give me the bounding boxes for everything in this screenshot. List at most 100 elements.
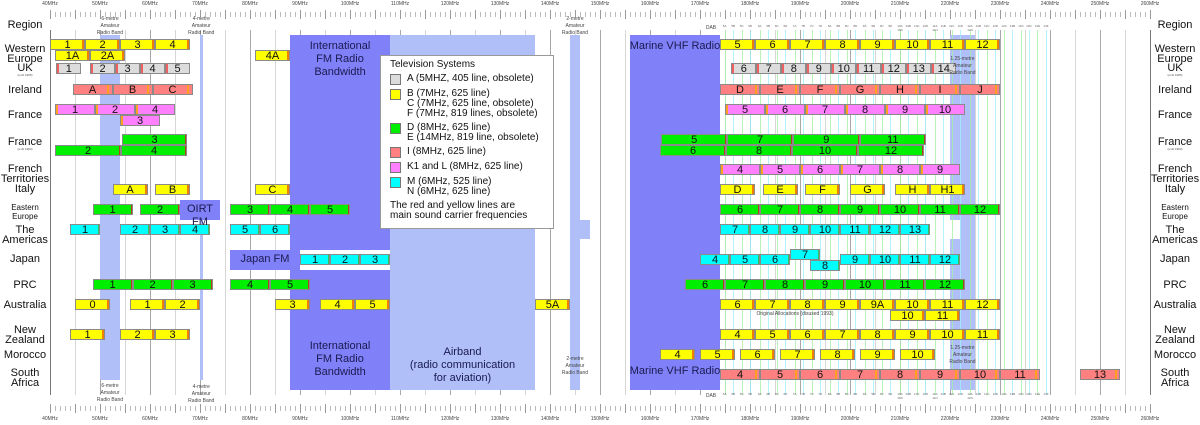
channel-band: 6 — [260, 224, 290, 236]
ruler-tick — [130, 406, 131, 411]
dab-channel-label: 5B — [731, 392, 736, 396]
ruler-tick — [90, 12, 91, 17]
frequency-tick-label: 160MHz — [640, 416, 660, 422]
ruler-tick — [535, 12, 536, 17]
marine-vhf-label: Marine VHF Radio — [629, 40, 721, 52]
amateur-band-label: 2-metre Amateur Radio Band — [561, 356, 589, 376]
ruler-tick — [1020, 12, 1021, 17]
ruler-tick — [875, 10, 876, 19]
frequency-tick-label: 210MHz — [890, 416, 910, 422]
ruler-tick — [105, 406, 106, 411]
ruler-tick — [895, 12, 896, 17]
ruler-tick — [880, 406, 881, 411]
ruler-tick — [325, 10, 326, 19]
region-note: (until 1984) — [1167, 147, 1183, 151]
channel-band: 3 — [115, 63, 140, 75]
ruler-tick — [320, 406, 321, 411]
channel-band: 5 — [760, 369, 800, 381]
ruler-tick — [765, 12, 766, 17]
ruler-tick — [650, 404, 651, 413]
ruler-tick — [995, 12, 996, 17]
region-name: French Territories — [1150, 163, 1200, 185]
ruler-tick — [180, 406, 181, 411]
ruler-tick — [650, 10, 651, 19]
channel-band: 8 — [845, 104, 885, 116]
channel-band: 8 — [800, 204, 840, 216]
legend-swatch — [390, 74, 401, 85]
legend-title: Television Systems — [390, 59, 476, 70]
original-allocations-note: Original Allocations (disused 1993) — [756, 311, 834, 317]
ruler-tick — [475, 10, 476, 19]
channel-band: 2 — [95, 104, 135, 116]
ruler-tick — [250, 404, 251, 413]
channel-band: 12 — [870, 224, 900, 236]
ruler-tick — [380, 406, 381, 411]
ruler-tick — [450, 10, 451, 19]
ruler-tick — [210, 406, 211, 411]
dab-channel-line — [1037, 30, 1039, 395]
ruler-tick — [415, 406, 416, 411]
ruler-tick — [395, 406, 396, 411]
ruler-tick — [910, 406, 911, 411]
americas-notch — [950, 220, 960, 239]
channel-band: J — [960, 84, 1000, 96]
ruler-tick — [485, 12, 486, 17]
ruler-tick — [1110, 406, 1111, 411]
channel-band: 5 — [310, 204, 350, 216]
ruler-tick — [150, 404, 151, 413]
frequency-tick-label: 60MHz — [142, 416, 158, 422]
ruler-tick — [460, 406, 461, 411]
ruler-tick — [400, 10, 401, 19]
frequency-tick-label: 140MHz — [540, 1, 560, 7]
channel-band: 1 — [70, 329, 105, 341]
channel-band: 11 — [965, 329, 1000, 341]
legend-item-text: B (7MHz, 625 line) C (7MHz, 625 line, ob… — [407, 88, 538, 119]
legend-swatch — [390, 123, 401, 134]
region-name: UK — [17, 62, 33, 74]
ruler-tick — [680, 12, 681, 17]
ruler-tick — [755, 12, 756, 17]
channel-band: 7 — [755, 299, 790, 311]
ruler-tick — [240, 12, 241, 17]
ruler-tick — [360, 12, 361, 17]
ruler-tick — [255, 406, 256, 411]
oirt-label: OIRT FM — [186, 203, 214, 228]
ruler-tick — [455, 406, 456, 411]
channel-band: 5 — [230, 224, 260, 236]
channel-band: 6 — [740, 349, 775, 361]
channel-band: 7 — [805, 104, 845, 116]
dab-channel-label: 11D — [957, 24, 963, 28]
allocation-marine — [630, 35, 720, 390]
channel-band: 7 — [790, 39, 825, 51]
channel-band: 11 — [1000, 369, 1040, 381]
ruler-tick — [520, 12, 521, 17]
ruler-tick — [410, 12, 411, 17]
gridline — [1000, 30, 1001, 395]
ruler-tick — [390, 406, 391, 411]
ruler-tick — [775, 404, 776, 413]
channel-band: 9 — [840, 204, 880, 216]
ruler-tick — [175, 10, 176, 19]
dab-channel-label: 12C — [984, 24, 990, 28]
ruler-tick — [665, 406, 666, 411]
ruler-tick — [145, 406, 146, 411]
channel-band: 6 — [685, 279, 725, 291]
channel-band: 5 — [730, 254, 760, 266]
ruler-tick — [160, 406, 161, 411]
ruler-tick — [320, 12, 321, 17]
ruler-tick — [160, 12, 161, 17]
ruler-tick — [390, 12, 391, 17]
ruler-tick — [1105, 406, 1106, 411]
dab-channel-label: 12B — [975, 24, 981, 28]
ruler-tick — [950, 10, 951, 19]
allocation-oirt — [180, 200, 220, 220]
region-header-right: Region — [1157, 19, 1193, 31]
region-label: New Zealand — [1150, 325, 1200, 346]
ruler-tick — [310, 406, 311, 411]
region-label: Italy — [0, 184, 50, 195]
ruler-tick — [875, 404, 876, 413]
ruler-tick — [630, 406, 631, 411]
ruler-tick — [945, 406, 946, 411]
ruler-tick — [810, 406, 811, 411]
ruler-tick — [915, 406, 916, 411]
